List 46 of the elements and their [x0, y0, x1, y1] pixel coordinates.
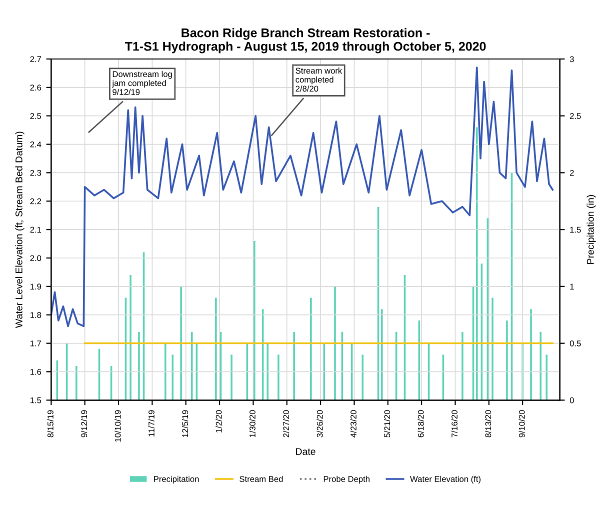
y2-tick-label: 1.5: [570, 226, 581, 233]
y-tick-label: 2.2: [30, 198, 42, 204]
x-tick-label: 9/12/19: [80, 410, 88, 438]
y-tick-label: 2.3: [30, 170, 42, 176]
x-tick-label: 12/5/19: [182, 410, 188, 438]
x-tick-label: 11/7/19: [148, 410, 154, 436]
x-tick-label: 9/10/20: [518, 410, 525, 438]
y2-tick-label: 2.5: [570, 113, 581, 119]
y2-tick-label: 2: [570, 170, 574, 176]
y-tick-label: 1.8: [30, 312, 42, 318]
x-tick-label: 6/18/20: [418, 410, 424, 438]
annotation: Downstream log jam completed 9/12/19: [112, 70, 172, 96]
y-tick-label: 1.7: [30, 340, 42, 346]
y-tick-label: 2.7: [30, 56, 42, 62]
x-tick-label: 7/16/20: [451, 410, 458, 438]
x-axis-title: Date: [296, 448, 316, 455]
y2-tick-label: 1: [570, 284, 574, 290]
x-tick-label: 1/2/20: [216, 410, 222, 432]
x-tick-label: 3/26/20: [316, 410, 323, 438]
y-tick-label: 2.5: [30, 113, 42, 119]
y-tick-label: 1.5: [30, 397, 42, 404]
y-tick-label: 1.6: [30, 368, 42, 375]
y-tick-label: 2.6: [30, 84, 42, 91]
x-tick-label: 5/21/20: [384, 410, 390, 438]
y2-axis-title: Precipitation (in): [586, 195, 596, 264]
legend-label: Probe Depth: [324, 476, 370, 484]
x-tick-label: 4/23/20: [350, 410, 356, 438]
chart-title: Bacon Ridge Branch Stream Restoration - T1-S1 Hydrograph - August 15, 2019 through October 5, 2020: [124, 28, 486, 54]
y2-tick-label: 3: [570, 56, 574, 62]
y-tick-label: 2.4: [30, 141, 42, 148]
x-tick-label: 1/30/20: [249, 410, 256, 438]
x-tick-label: 2/27/20: [282, 410, 290, 438]
y-tick-label: 1.9: [30, 284, 42, 290]
y-tick-label: 2.0: [30, 255, 42, 262]
y-tick-label: 2.1: [30, 226, 42, 233]
x-tick-label: 10/10/19: [114, 410, 121, 442]
line-series: [51, 66, 554, 328]
y2-tick-label: 0.5: [570, 340, 581, 346]
legend-label: Stream Bed: [240, 476, 283, 482]
annotation: Stream work completed 2/8/20: [296, 68, 342, 92]
legend-label: Precipitation: [154, 476, 199, 484]
legend-label: Water Elevation (ft): [410, 476, 480, 484]
y2-tick-label: 0: [570, 397, 574, 404]
y-axis-title: Water Level Elevation (ft, Stream Bed Datum): [15, 132, 24, 328]
x-tick-label: 8/13/20: [485, 410, 492, 438]
x-tick-label: 8/15/19: [47, 410, 54, 438]
